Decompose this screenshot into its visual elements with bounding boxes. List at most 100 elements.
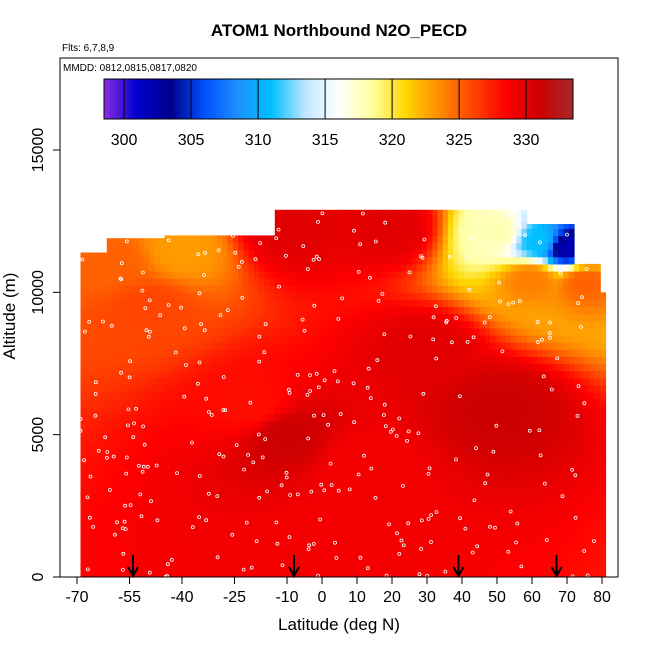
field-cell [143,242,150,251]
field-cell [343,292,349,300]
field-cell [437,392,444,400]
field-cell [484,555,491,564]
field-cell [558,224,565,229]
field-cell [169,249,176,258]
field-cell [532,434,538,443]
field-cell [463,448,470,457]
field-cell [563,434,570,443]
field-cell [243,377,250,386]
field-cell [427,320,433,329]
field-cell [169,392,176,400]
field-cell [106,420,113,429]
field-cell [211,235,218,244]
field-cell [259,263,265,272]
field-cell [563,406,570,414]
field-cell [180,299,187,308]
field-cell [85,392,92,400]
field-cell [358,249,365,258]
field-cell [574,534,580,542]
field-cell [395,555,402,564]
field-cell [127,520,134,528]
field-cell [600,498,607,507]
field-cell [217,555,223,564]
field-cell [180,448,187,457]
field-cell [589,477,596,486]
field-cell [474,399,481,407]
field-cell [96,320,103,329]
field-cell [490,349,496,357]
field-cell [469,327,475,336]
field-cell [558,569,565,577]
field-cell [511,555,517,564]
field-cell [159,342,166,350]
field-cell [495,513,502,521]
field-cell [217,463,223,471]
field-cell [490,377,496,386]
field-cell [505,221,512,229]
field-cell [526,306,533,315]
field-cell [264,413,271,421]
field-cell [143,399,150,407]
field-cell [395,420,402,429]
field-cell [448,271,454,279]
field-cell [542,420,549,429]
field-cell [106,399,113,407]
field-cell [495,306,502,315]
field-cell [574,427,580,436]
field-cell [295,527,302,535]
field-cell [448,484,454,493]
field-cell [563,263,570,272]
field-cell [164,342,171,350]
field-cell [122,441,129,450]
field-cell [243,306,250,315]
field-cell [537,228,544,236]
field-cell [232,285,239,293]
field-cell [395,448,402,457]
sample-marker [426,517,431,521]
field-cell [479,406,486,414]
field-cell [353,256,360,265]
field-cell [259,541,265,550]
field-cell [537,527,544,535]
field-cell [169,306,176,315]
field-cell [348,320,355,329]
field-cell [106,555,113,564]
field-cell [80,569,87,577]
field-cell [406,278,412,286]
field-cell [290,209,297,215]
field-cell [348,349,355,357]
field-cell [348,384,355,393]
field-cell [511,228,517,236]
field-cell [269,356,276,365]
field-cell [500,456,507,464]
field-cell [595,392,601,400]
field-cell [595,562,601,571]
field-cell [269,349,276,357]
field-cell [406,342,412,350]
field-cell [259,406,265,414]
field-cell [285,209,292,215]
field-cell [148,356,155,365]
field-cell [411,434,418,443]
field-cell [568,377,575,386]
field-cell [364,505,370,514]
field-cell [526,441,533,450]
field-cell [238,299,244,308]
field-cell [180,456,187,464]
field-cell [327,491,334,500]
field-cell [516,470,523,478]
field-cell [427,420,433,429]
field-cell [327,513,334,521]
field-cell [437,534,444,542]
field-cell [311,313,318,322]
field-cell [316,548,323,557]
field-cell [248,356,255,365]
field-cell [280,569,286,577]
field-cell [238,370,244,379]
field-cell [301,441,307,450]
field-cell [348,534,355,542]
field-cell [474,278,481,286]
field-cell [364,541,370,550]
field-cell [259,434,265,443]
field-cell [180,463,187,471]
